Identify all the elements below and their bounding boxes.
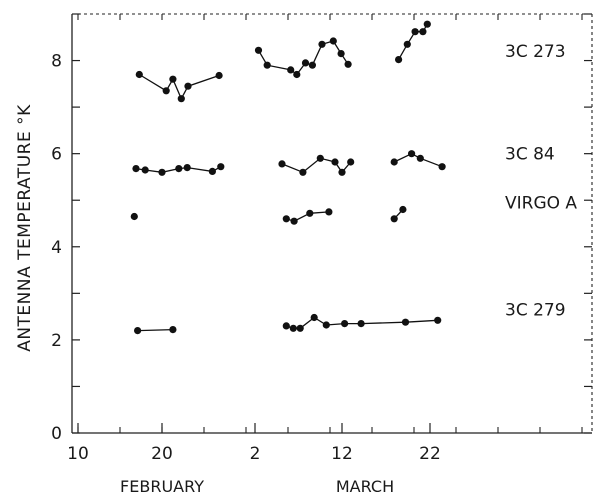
x-tick-label: 22 [419,444,441,464]
series-line [286,211,329,222]
data-point [282,215,290,223]
data-point [322,321,330,329]
data-point [308,61,316,69]
data-point [141,166,149,174]
data-point [341,320,349,328]
series-label: 3C 84 [505,145,555,165]
series-label: 3C 279 [505,301,566,321]
data-point [296,324,304,332]
data-point [287,66,295,74]
data-point [331,158,339,166]
data-point [254,46,263,54]
month-label-march: MARCH [336,477,394,496]
data-point [344,60,352,68]
y-tick-label: 8 [51,52,62,72]
data-point [403,40,411,48]
data-point [395,56,403,64]
data-point [399,205,407,214]
series-line [257,40,349,76]
data-point [132,165,140,173]
series-layer [130,20,446,335]
series-line [137,328,173,332]
data-point [338,168,346,176]
data-point [263,61,271,69]
x-axis-ticks: 10 20 2 12 22 [67,14,583,464]
data-point [301,59,310,67]
data-point [169,75,177,83]
data-point [299,168,307,176]
data-point [416,154,424,162]
data-point [158,168,166,176]
y-axis-label: ANTENNA TEMPERATURE °K [15,104,35,352]
data-point [130,212,138,221]
x-tick-label: 12 [331,444,353,464]
data-point [290,217,298,225]
data-point [169,326,177,334]
data-point [175,165,183,173]
data-point [337,50,345,58]
data-point [419,28,427,36]
data-point [423,20,431,28]
series-line [138,73,220,101]
data-point [408,150,416,158]
data-point [438,163,446,171]
data-point [318,40,326,48]
data-point [316,154,324,162]
data-point [310,313,318,322]
series-3c-279 [134,313,442,335]
data-point [293,70,301,79]
y-tick-label: 4 [51,238,62,258]
data-point [390,158,398,166]
x-tick-label: 10 [67,444,89,464]
data-point [325,208,333,216]
y-tick-label: 0 [51,424,62,444]
series-label: VIRGO A [505,194,577,214]
y-tick-label: 2 [51,331,62,351]
series-line [393,152,443,168]
data-point [162,87,170,95]
x-tick-label: 20 [151,444,173,464]
data-point [282,322,290,330]
month-label-february: FEBRUARY [120,477,204,496]
data-point [401,318,410,326]
y-axis-ticks: 0 2 4 6 8 [51,13,592,444]
data-point [217,163,225,171]
data-point [347,158,355,166]
series-3c-84 [132,150,446,176]
series-3c-273 [135,20,431,103]
data-point [434,316,442,324]
y-tick-label: 6 [51,145,62,165]
plot-frame [71,13,593,434]
data-point [289,324,297,332]
data-point [183,164,191,172]
data-point [357,320,365,328]
series-virgo-a [130,205,407,225]
data-point [329,37,337,45]
data-point [208,167,216,175]
data-point [390,215,398,223]
data-point [184,82,192,90]
series-label: 3C 273 [505,42,566,62]
data-point [134,327,142,335]
data-point [135,70,143,79]
series-labels: 3C 273 3C 84 VIRGO A 3C 279 [505,42,577,320]
data-point [177,95,185,103]
x-tick-label: 2 [250,444,261,464]
data-point [411,28,419,36]
data-point [215,71,223,80]
data-point [306,209,314,217]
data-point [278,160,286,168]
